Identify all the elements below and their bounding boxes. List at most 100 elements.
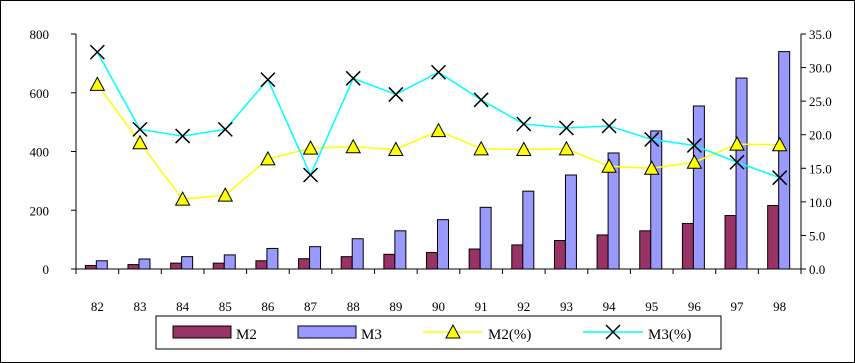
m2-bar — [426, 252, 438, 270]
right-tick-label: 0.0 — [809, 262, 825, 277]
m2pct-marker — [515, 141, 532, 156]
m2pct-marker — [771, 136, 788, 152]
m2-bar — [383, 253, 396, 270]
right-tick-label: 25.0 — [809, 94, 832, 109]
m2pct-marker — [345, 138, 362, 154]
legend-m3-swatch — [297, 325, 357, 339]
x-tick-label: 95 — [645, 299, 658, 314]
m2-bar — [212, 262, 225, 270]
m2pct-marker — [558, 140, 575, 156]
left-tick-label: 600 — [30, 86, 50, 101]
m2pct-marker — [601, 158, 617, 173]
x-tick-label: 89 — [389, 299, 402, 314]
m3-bar — [223, 254, 236, 270]
m3-bar — [181, 256, 194, 270]
right-tick-label: 35.0 — [809, 27, 832, 42]
m3pct-marker — [558, 120, 574, 136]
legend-m2pct-marker — [445, 323, 461, 339]
m3pct-marker — [260, 72, 276, 88]
m2-bar — [127, 264, 140, 270]
m2pct-marker — [89, 76, 106, 91]
m2-bar — [553, 240, 566, 270]
x-tick-label: 96 — [688, 299, 702, 314]
legend-m3pct-label: M3(%) — [648, 327, 691, 343]
m3-bar — [778, 51, 791, 270]
m3-bar — [522, 190, 535, 270]
m3-bar — [735, 77, 748, 270]
legend-m3pct-marker — [605, 324, 621, 340]
legend-m2-swatch — [172, 325, 232, 339]
x-tick-label: 87 — [304, 299, 318, 314]
m3-bar — [309, 246, 322, 270]
m3pct-marker — [388, 86, 404, 102]
m2pct-marker — [132, 134, 148, 150]
m3-bar — [650, 130, 663, 270]
m2pct-marker — [302, 140, 319, 155]
m2-bar — [511, 244, 524, 270]
m3-bar — [564, 174, 577, 270]
m2-bar — [767, 205, 780, 270]
m2-bar — [298, 258, 311, 270]
right-y-axis: 0.0 5.0 10.0 15.0 20.0 25.0 30.0 35.0 — [801, 27, 832, 277]
m2-bar — [340, 256, 353, 270]
x-tick-label: 84 — [176, 299, 190, 314]
m2pct-marker — [686, 154, 703, 169]
m3pct-marker — [729, 154, 745, 170]
left-tick-label: 800 — [30, 27, 50, 42]
m3-bar — [437, 219, 449, 270]
legend: M2 M3 M2(%) M3(%) — [155, 315, 722, 350]
m2pct-marker — [217, 187, 234, 202]
m3pct-marker — [430, 64, 447, 80]
m3pct-marker — [175, 128, 191, 144]
m3pct-marker — [601, 118, 617, 134]
x-tick-label: 88 — [347, 299, 360, 314]
m3-bar — [479, 206, 492, 270]
x-tick-label: 91 — [475, 299, 488, 314]
m3pct-marker — [473, 92, 489, 108]
m2pct-marker — [388, 141, 404, 156]
m2pct-marker — [643, 160, 660, 175]
x-tick-label: 90 — [432, 299, 445, 314]
m2-bar — [596, 234, 609, 270]
x-tick-label: 94 — [603, 299, 617, 314]
x-tick-label: 93 — [560, 299, 573, 314]
right-tick-label: 30.0 — [809, 61, 832, 76]
m3pct-marker — [772, 170, 788, 186]
x-tick-label: 98 — [773, 299, 786, 314]
m2pct-marker — [473, 140, 489, 156]
left-tick-label: 0 — [43, 262, 50, 277]
legend-m3-label: M3 — [361, 327, 382, 343]
right-tick-label: 5.0 — [809, 228, 825, 243]
m3-bar — [607, 152, 620, 270]
m3pct-line — [96, 51, 780, 179]
m3pct-marker — [89, 44, 105, 60]
x-axis: 82 83 84 85 86 87 88 89 90 91 92 93 94 95 96 97 98 — [75, 269, 802, 314]
m3-bar — [692, 105, 705, 270]
x-tick-label: 85 — [219, 299, 232, 314]
right-tick-label: 10.0 — [809, 195, 832, 210]
m2-bar — [681, 222, 694, 270]
m3-bar — [95, 260, 108, 270]
m2pct-marker — [174, 191, 191, 206]
right-tick-label: 15.0 — [809, 161, 832, 176]
m2-bar — [468, 248, 481, 270]
m3pct-marker — [217, 121, 233, 137]
m2-bar — [84, 264, 97, 270]
left-tick-label: 200 — [30, 203, 50, 218]
m3pct-marker — [132, 121, 148, 137]
x-tick-label: 82 — [91, 299, 104, 314]
m3-bar — [266, 247, 279, 270]
m2pct-marker — [430, 122, 447, 138]
m3-bar — [138, 258, 151, 270]
m3-bar — [351, 238, 364, 270]
m3pct-marker — [686, 137, 702, 153]
x-tick-label: 97 — [731, 299, 745, 314]
left-y-axis: 0 200 400 600 800 — [30, 27, 76, 277]
m3pct-marker — [516, 116, 532, 132]
m3pct-marker — [303, 167, 319, 183]
m3pct-marker — [644, 131, 660, 147]
x-tick-label: 86 — [261, 299, 275, 314]
bar-series — [84, 51, 791, 270]
